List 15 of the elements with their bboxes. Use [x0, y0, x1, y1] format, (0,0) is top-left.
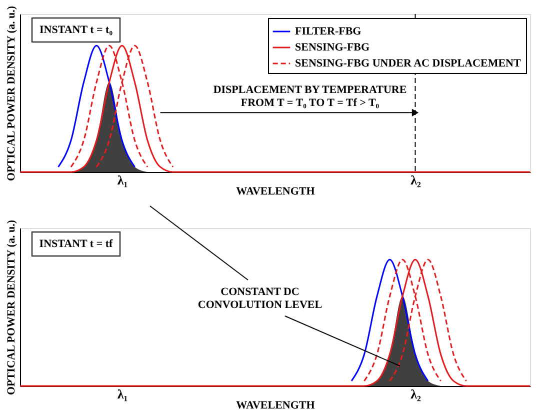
x-axis-title: WAVELENGTH	[236, 186, 316, 198]
x-tick-label: λ₁	[117, 172, 128, 188]
legend-label: SENSING-FBG	[295, 42, 370, 54]
text: INSTANT t = t₀	[39, 24, 114, 36]
legend-label: SENSING-FBG UNDER AC DISPLACEMENT	[295, 58, 522, 70]
annotation: DISPLACEMENT BY TEMPERATURE FROM T = T₀ TO T = Tf > T₀	[213, 84, 407, 109]
x-tick-label: λ₂	[410, 386, 421, 402]
annotation: CONSTANT DC CONVOLUTION LEVEL	[198, 286, 322, 311]
y-axis-title: OPTICAL POWER DENSITY (a. u.)	[6, 220, 18, 396]
legend-label: FILTER-FBG	[295, 26, 362, 38]
text: INSTANT t = tf	[39, 238, 114, 250]
x-axis-title: WAVELENGTH	[236, 400, 316, 410]
y-axis-title: OPTICAL POWER DENSITY (a. u.)	[6, 6, 18, 182]
x-tick-label: λ₁	[117, 386, 128, 402]
x-tick-label: λ₂	[410, 172, 421, 188]
